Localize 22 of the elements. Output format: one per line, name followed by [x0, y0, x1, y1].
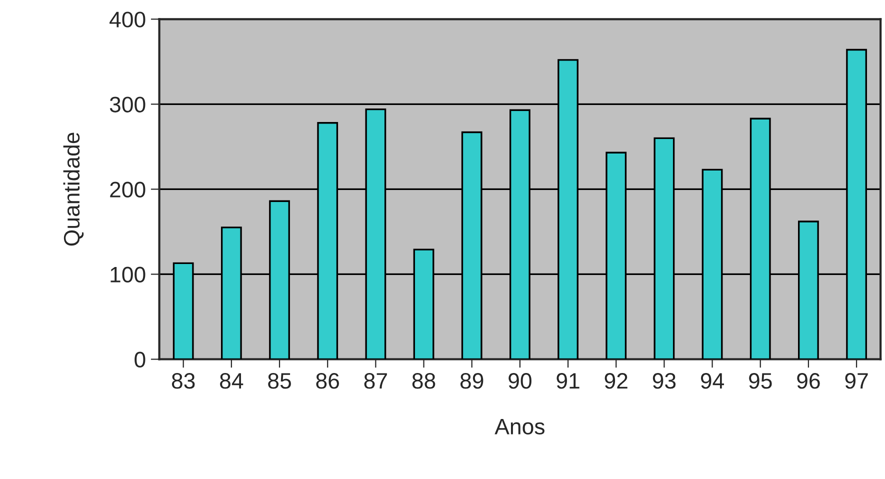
y-tick-label: 100 [110, 266, 146, 282]
x-tick-label: 83 [172, 373, 195, 389]
x-tick-label: 88 [412, 373, 436, 389]
x-tick-label: 89 [460, 373, 484, 389]
x-tick-label: 85 [268, 373, 291, 389]
x-tick-label: 92 [604, 373, 628, 389]
x-tick-label: 90 [508, 373, 532, 389]
x-tick-label: 86 [316, 373, 339, 389]
x-tick-label: 96 [797, 373, 820, 389]
y-tick-label: 0 [134, 352, 146, 368]
x-tick-label: 93 [652, 373, 676, 389]
y-tick-label: 300 [110, 96, 146, 112]
y-tick-label: 200 [110, 182, 146, 198]
x-tick-label: 87 [364, 373, 387, 389]
x-tick-label: 95 [749, 373, 772, 389]
x-tick-label: 94 [700, 373, 724, 389]
x-tick-label: 91 [556, 373, 580, 389]
y-tick-label: 400 [110, 12, 146, 28]
y-axis-title: Quantidade [63, 132, 84, 246]
x-tick-label: 84 [220, 373, 244, 389]
x-tick-label: 97 [845, 373, 868, 389]
x-axis-title: Anos [494, 418, 544, 434]
